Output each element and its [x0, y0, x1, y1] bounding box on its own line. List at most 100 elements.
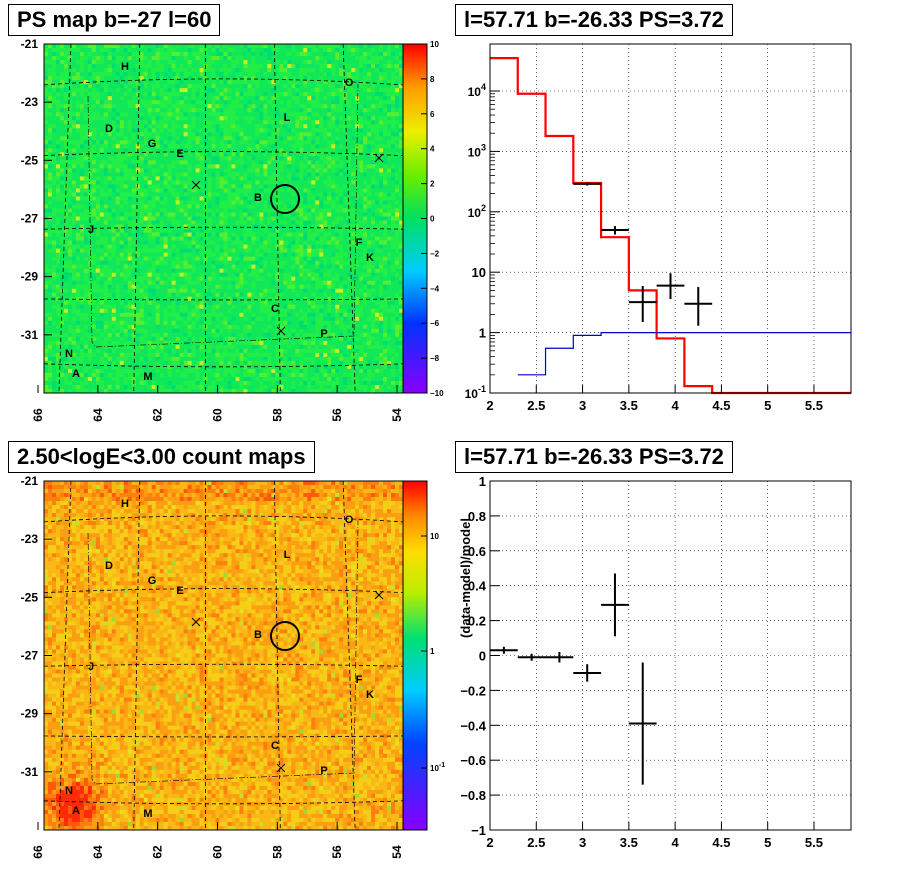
heatmap-cell — [391, 72, 396, 77]
heatmap-cell — [247, 192, 252, 197]
heatmap-cell — [51, 84, 57, 89]
heatmap-cell — [155, 56, 161, 61]
heatmap-cell — [159, 88, 165, 93]
heatmap-cell — [163, 188, 169, 193]
heatmap-cell — [135, 188, 141, 193]
heatmap-cell — [87, 136, 93, 141]
heatmap-cell — [255, 220, 260, 225]
heatmap-cell — [171, 156, 177, 161]
heatmap-cell — [51, 184, 57, 189]
heatmap-cell — [395, 256, 400, 262]
heatmap-cell — [151, 196, 157, 201]
heatmap-cell — [363, 164, 368, 169]
heatmap-cell — [335, 240, 340, 245]
heatmap-cell — [335, 124, 340, 129]
heatmap-cell — [83, 132, 89, 137]
heatmap-cell — [227, 108, 232, 113]
heatmap-cell — [335, 232, 340, 237]
heatmap-cell — [171, 232, 177, 237]
heatmap-cell — [295, 96, 300, 101]
heatmap-cell — [239, 132, 244, 137]
heatmap-cell — [51, 192, 57, 197]
heatmap-cell — [243, 240, 248, 245]
heatmap-cell — [283, 132, 288, 137]
heatmap-cell — [219, 84, 224, 89]
heatmap-cell — [199, 264, 204, 270]
heatmap-cell — [263, 136, 268, 141]
heatmap-cell — [255, 140, 260, 145]
heatmap-cell — [255, 252, 260, 258]
heatmap-cell — [291, 68, 296, 73]
heatmap-cell — [103, 184, 109, 189]
heatmap-cell — [215, 216, 220, 221]
heatmap-cell — [255, 60, 260, 65]
heatmap-cell — [311, 60, 316, 65]
heatmap-cell — [107, 156, 113, 161]
heatmap-cell — [195, 144, 200, 149]
heatmap-cell — [359, 208, 364, 213]
heatmap-cell — [207, 260, 212, 266]
heatmap-cell — [107, 104, 113, 109]
heatmap-cell — [359, 124, 364, 129]
heatmap-cell — [315, 188, 320, 193]
heatmap-cell — [171, 264, 177, 270]
heatmap-cell — [67, 232, 73, 237]
heatmap-cell — [147, 224, 153, 229]
heatmap-cell — [83, 264, 89, 270]
heatmap-cell — [379, 84, 384, 89]
heatmap-cell — [195, 92, 200, 97]
heatmap-cell — [387, 84, 392, 89]
heatmap-cell — [107, 252, 113, 258]
heatmap-cell — [359, 204, 364, 209]
heatmap-cell — [199, 148, 204, 153]
heatmap-cell — [387, 212, 392, 217]
heatmap-cell — [67, 68, 73, 73]
heatmap-cell — [371, 88, 376, 93]
heatmap-cell — [171, 228, 177, 233]
heatmap-cell — [367, 136, 372, 141]
heatmap-cell — [119, 248, 125, 253]
heatmap-cell — [63, 172, 69, 177]
heatmap-cell — [215, 264, 220, 270]
heatmap-cell — [227, 252, 232, 258]
heatmap-cell — [91, 216, 97, 221]
heatmap-cell — [223, 132, 228, 137]
heatmap-cell — [111, 128, 117, 133]
heatmap-cell — [231, 248, 236, 253]
heatmap-cell — [75, 128, 81, 133]
heatmap-cell — [83, 140, 89, 145]
heatmap-cell — [55, 124, 61, 129]
heatmap-cell — [75, 224, 81, 229]
heatmap-cell — [211, 132, 216, 137]
heatmap-cell — [243, 244, 248, 249]
heatmap-cell — [195, 236, 200, 241]
heatmap-cell — [63, 120, 69, 125]
heatmap-cell — [167, 204, 173, 209]
heatmap-cell — [199, 68, 204, 73]
heatmap-cell — [159, 80, 165, 85]
heatmap-cell — [207, 176, 212, 181]
heatmap-cell — [335, 68, 340, 73]
heatmap-cell — [235, 220, 240, 225]
heatmap-cell — [239, 200, 244, 205]
heatmap-cell — [235, 152, 240, 157]
heatmap-cell — [315, 44, 320, 49]
heatmap-cell — [215, 96, 220, 101]
heatmap-cell — [315, 56, 320, 61]
heatmap-cell — [127, 184, 133, 189]
heatmap-cell — [63, 88, 69, 93]
heatmap-cell — [371, 68, 376, 73]
heatmap-cell — [339, 136, 344, 141]
heatmap-cell — [183, 240, 188, 245]
heatmap-cell — [339, 68, 344, 73]
heatmap-cell — [167, 208, 173, 213]
heatmap-cell — [267, 252, 272, 258]
heatmap-cell — [71, 232, 77, 237]
heatmap-cell — [227, 76, 232, 81]
heatmap-cell — [363, 252, 368, 258]
heatmap-cell — [51, 160, 57, 165]
heatmap-cell — [335, 88, 340, 93]
heatmap-cell — [383, 232, 388, 237]
heatmap-cell — [387, 236, 392, 241]
heatmap-cell — [55, 176, 61, 181]
